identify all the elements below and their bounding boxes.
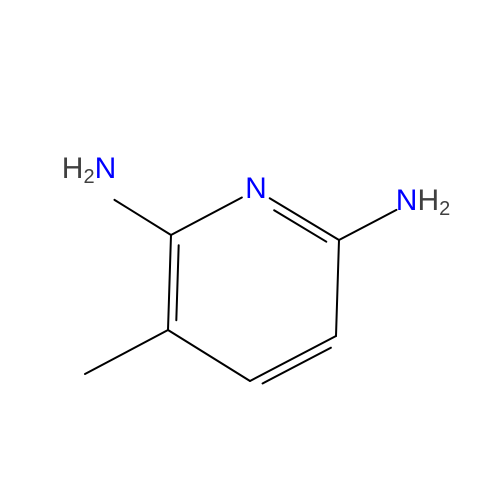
bond [270,198,339,240]
bond [85,330,168,374]
bond [168,235,171,330]
atom-label-n1: N [245,172,267,205]
atom-label-nh2-right: NH2 [396,184,450,220]
atom-label-nh2-left: H2N [62,152,116,188]
bond [339,210,396,240]
bond [263,348,331,384]
bond [274,210,326,241]
bond [171,197,242,235]
atom-labels-layer: N H2N NH2 [62,152,450,220]
bond [336,240,339,336]
bonds-layer [85,197,396,383]
bond [250,336,336,381]
molecule-diagram: N H2N NH2 [0,0,500,500]
bond [176,245,178,320]
bond [168,330,250,381]
bond [114,200,171,235]
